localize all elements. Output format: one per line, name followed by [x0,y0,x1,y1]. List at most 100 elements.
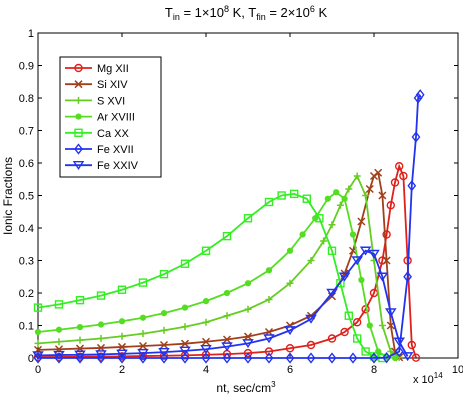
data-point [117,352,127,364]
data-point [305,314,317,324]
legend-swatch-marker [74,143,83,155]
x-tick-label: 0 [35,364,41,376]
data-point [243,352,253,364]
x-axis-multiplier: x 1014 [413,371,443,386]
data-point [407,180,417,192]
data-point [138,278,148,287]
data-point [327,334,337,343]
data-point [378,322,386,329]
data-point [369,352,379,364]
data-point [223,312,231,320]
data-point [180,352,190,364]
legend-label: Mg XII [97,63,129,75]
data-point [222,231,232,241]
data-point [378,191,387,200]
legend-item: Ca XX [65,128,129,140]
data-point [327,246,337,255]
series-line [37,192,383,359]
data-point [181,304,189,311]
data-point [353,318,362,327]
y-tick-label: 1 [28,28,34,40]
series-line [37,249,409,357]
data-point [411,353,421,362]
data-point [394,345,404,358]
y-tick-label: 0.2 [19,288,34,300]
data-point [201,337,211,346]
data-point [374,168,383,177]
data-point [353,334,362,343]
data-point [244,280,252,287]
data-point [55,326,63,333]
series-s-xvi [34,172,403,361]
data-point [75,352,85,364]
data-point [32,351,44,361]
data-point [336,201,344,209]
data-point [277,191,286,200]
data-point [264,347,274,356]
legend: Mg XII Si XIV S XVI Ar XVIII Ca XX Fe XVII Fe … [59,56,162,178]
data-point [159,269,169,279]
legend-swatch-marker [74,128,83,138]
data-point [399,171,408,181]
data-point [54,300,64,309]
data-point [75,295,85,305]
data-point [382,230,391,239]
data-point [244,305,252,313]
legend-item: Fe XVII [65,143,134,156]
legend-label: Ca XX [97,128,129,140]
legend-item: Si XIV [65,79,128,91]
data-point [376,272,389,282]
y-tick-label: 0 [28,353,34,365]
data-point [411,131,421,143]
data-point [33,303,43,312]
data-point [286,247,294,254]
data-point [137,348,149,358]
data-point [264,352,274,364]
data-point [201,246,211,255]
data-point [97,335,105,342]
data-point [53,350,65,360]
data-point [320,237,328,245]
data-point [74,350,86,360]
data-point [366,322,373,329]
series-line [37,191,396,359]
data-point [201,352,211,364]
data-point [286,279,294,287]
data-point [222,335,232,344]
legend-label: S XVI [97,95,125,107]
data-point [34,339,42,347]
data-point [180,259,190,268]
data-point [326,288,338,298]
data-point [242,339,254,349]
data-point [200,345,212,355]
series-si-xiv [33,168,404,362]
data-point [395,162,404,171]
data-point [361,347,370,356]
data-point [349,231,357,238]
data-point [265,296,273,303]
data-point [159,340,169,350]
data-point [382,352,391,364]
data-point [344,311,353,320]
legend-swatch-marker [75,113,82,120]
data-point [243,332,253,341]
legend-swatch-marker [74,63,83,73]
y-tick-label: 0.1 [19,321,34,333]
legend-item: S XVI [65,95,125,107]
data-point [387,348,395,355]
data-point [96,352,106,364]
y-tick-label: 0.8 [19,93,34,105]
data-point [54,352,64,364]
y-tick-label: 0.4 [19,223,34,235]
data-point [351,256,363,266]
data-point [407,340,416,350]
data-point [328,221,336,229]
x-axis-label: nt, sec/cm3 [216,380,276,395]
data-point [180,339,190,348]
axis-ticks: 0 2 4 6 8 10 0 0.1 0.2 0.3 0.4 0.5 0.6 0.7 0.8 0.9 1 [19,28,463,376]
data-point [336,279,345,288]
series-ar-xviii [34,189,399,362]
legend-item: Ar XVIII [65,112,135,124]
data-point [285,352,295,364]
